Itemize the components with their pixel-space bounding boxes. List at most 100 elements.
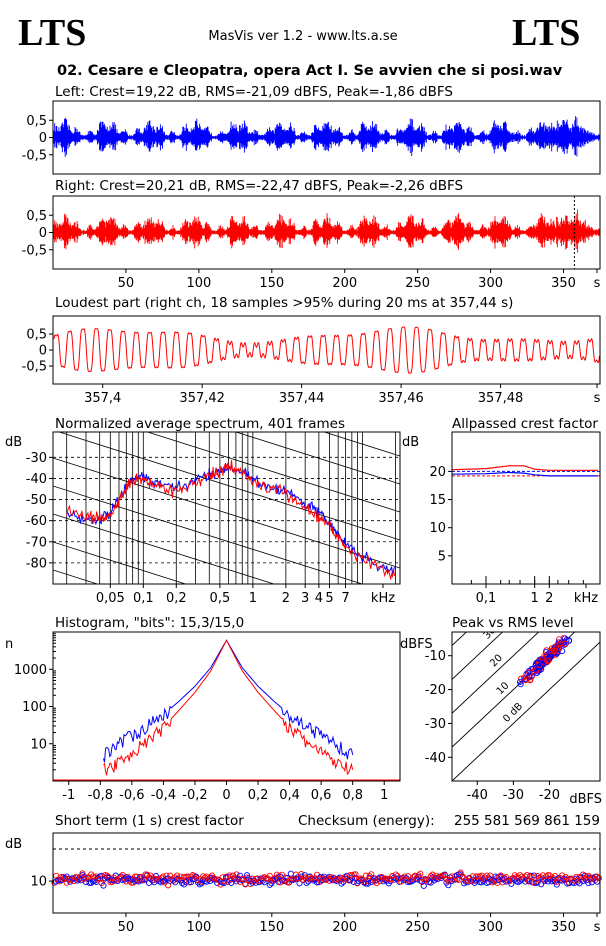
crest-point — [228, 876, 235, 883]
allpass-series-1 — [451, 465, 598, 471]
spectrum-slope-9 — [53, 654, 400, 764]
spectrum-xtick-9: 7 — [341, 591, 349, 606]
right-xtick-6: 350 — [551, 276, 576, 291]
crest-point — [287, 870, 294, 877]
peakrms-diag-label-4: 0 dB — [501, 701, 525, 725]
histogram-xtick-2: -0,6 — [119, 788, 144, 803]
right-channel-plot: 0,5 0 -0,5 50 100 150 200 250 300 350 s — [22, 195, 601, 291]
allpass-ytick-2: 10 — [429, 521, 446, 536]
allpass-xtick-0: 0,1 — [476, 591, 497, 606]
crest-point — [585, 879, 592, 887]
allpass-xtick-3: kHz — [574, 591, 598, 606]
peakrms-point — [522, 675, 529, 682]
spectrum-caption: Normalized average spectrum, 401 frames — [55, 416, 345, 432]
peakrms-ytick-3: -40 — [425, 751, 446, 766]
spectrum-xtick-8: 5 — [325, 591, 333, 606]
peakrms-diag-3 — [452, 632, 576, 748]
spectrum-xtick-7: 4 — [315, 591, 323, 606]
crest-point — [492, 877, 499, 884]
crest-point — [532, 879, 539, 886]
crest-point — [275, 873, 282, 880]
crest-point — [271, 876, 279, 883]
histogram-ytick-1: 100 — [22, 700, 47, 715]
histogram-xtick-3: -0,4 — [151, 788, 176, 803]
crest-point — [482, 874, 489, 881]
crest-point — [228, 879, 235, 886]
peakrms-diag-2 — [452, 632, 540, 714]
allpass-ytick-1: 15 — [429, 493, 446, 508]
crest-point — [399, 875, 406, 882]
peakrms-xtick-2: -20 — [539, 788, 560, 803]
crest-point — [508, 880, 515, 887]
crest-point — [364, 880, 371, 887]
peakrms-point — [546, 654, 553, 661]
spectrum-slope--2 — [322, 432, 400, 457]
crest-frame — [52, 832, 601, 914]
peakrms-ytick-0: -10 — [425, 649, 446, 664]
crest-point — [459, 873, 466, 880]
crest-point — [415, 872, 422, 879]
crest-point — [303, 879, 310, 887]
allpass-frame — [451, 431, 601, 585]
spectrum-slope--1 — [234, 432, 400, 485]
crest-point — [401, 873, 408, 880]
crest-point — [585, 872, 592, 879]
crest-point — [100, 882, 107, 889]
crest-point — [524, 876, 531, 883]
spectrum-slope-8 — [53, 626, 400, 736]
allpass-ylabel: dB — [402, 435, 419, 450]
logo-right: LTS — [512, 12, 580, 54]
peakrms-frame — [451, 631, 601, 782]
spectrum-xtick-4: 1 — [249, 591, 257, 606]
histogram-ytick-2: 10 — [30, 737, 47, 752]
crest-point — [524, 871, 531, 879]
right-ytick-2: -0,5 — [22, 243, 47, 258]
peakrms-diag-label-1: 30 — [482, 625, 499, 642]
crest-point — [415, 873, 422, 880]
spectrum-slope-3 — [53, 485, 364, 584]
right-xtick-3: 200 — [332, 276, 357, 291]
spectrum-slope--3 — [53, 318, 400, 428]
histogram-xtick-7: 0,4 — [279, 788, 300, 803]
crest-point — [553, 881, 560, 888]
peakrms-caption: Peak vs RMS level — [452, 615, 574, 631]
loudest-xtick-3: 357,46 — [378, 391, 424, 406]
crest-xtick-4: 250 — [405, 920, 430, 935]
crest-point — [445, 882, 452, 889]
allpass-ytick-0: 20 — [429, 465, 446, 480]
crest-caption: Short term (1 s) crest factor — [55, 813, 244, 829]
spectrum-slope-10 — [53, 682, 400, 792]
peakrms-point — [557, 640, 564, 647]
crest-point — [79, 872, 86, 879]
crest-point — [455, 876, 462, 883]
crest-point — [595, 875, 602, 882]
file-title: 02. Cesare e Cleopatra, opera Act I. Se … — [57, 63, 563, 79]
checksum-value: 255 581 569 861 159 — [454, 813, 600, 829]
histogram-xtick-8: 0,6 — [311, 788, 332, 803]
spectrum-slopes — [53, 318, 400, 792]
spectrum-plot: -30 -40 -50 -60 -70 -80 0,05 0,1 0,2 0,5 1 2 3 4 5 7 kHz — [26, 318, 401, 792]
crest-point — [473, 877, 480, 884]
crest-point — [217, 881, 224, 888]
crest-point — [313, 879, 321, 886]
logo-left: LTS — [18, 12, 86, 54]
peakrms-xtick-1: -30 — [503, 788, 524, 803]
right-xtick-7: s — [594, 276, 601, 291]
spectrum-ylabel: dB — [5, 435, 22, 450]
histogram-xtick-10: 1 — [380, 788, 388, 803]
spectrum-series-1 — [66, 460, 395, 580]
crest-point — [243, 872, 251, 879]
right-waveform — [53, 209, 601, 253]
spectrum-slope-2 — [53, 457, 400, 569]
spectrum-slope-0 — [146, 432, 400, 513]
peakrms-ytick-2: -30 — [425, 717, 446, 732]
crest-point — [397, 878, 405, 885]
allpass-caption: Allpassed crest factor — [452, 416, 598, 432]
crest-point — [361, 878, 368, 885]
crest-point — [368, 871, 375, 878]
crest-point — [252, 879, 259, 886]
loudest-ytick-1: 0 — [39, 344, 47, 359]
loudest-xtick-0: 357,4 — [84, 391, 121, 406]
histogram-series-1 — [103, 639, 354, 776]
right-caption: Right: Crest=20,21 dB, RMS=-22,47 dBFS, … — [55, 178, 463, 194]
